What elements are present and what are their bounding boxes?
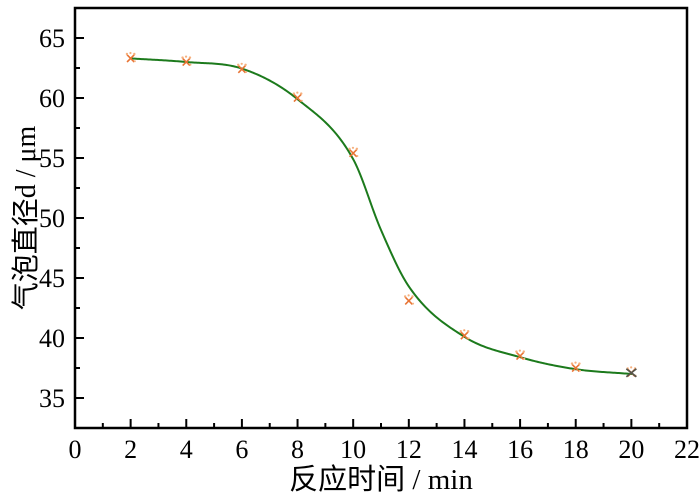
marker-dot (459, 330, 462, 333)
y-tick-label: 55 (39, 144, 65, 173)
marker-dot (355, 147, 359, 150)
data-point-marker (292, 91, 303, 103)
x-tick-label: 12 (396, 435, 422, 464)
marker-dot (411, 295, 414, 298)
marker-dot (188, 56, 192, 59)
marker-x-stroke (515, 351, 525, 361)
marker-dot (466, 330, 470, 333)
marker-dot (245, 71, 248, 73)
end-marker (625, 368, 637, 378)
x-tick-label: 0 (69, 435, 82, 464)
marker-dot (244, 63, 247, 66)
marker-dot (351, 146, 355, 149)
marker-dot (356, 155, 359, 157)
x-tick-label: 4 (180, 435, 193, 464)
y-tick-label: 35 (39, 384, 65, 413)
data-point-marker (570, 361, 581, 373)
marker-dot (630, 366, 633, 369)
x-tick-label: 14 (451, 435, 477, 464)
marker-dot (292, 92, 296, 95)
y-tick-label: 50 (39, 204, 65, 233)
marker-dot (348, 147, 351, 150)
marker-dot (129, 51, 132, 55)
marker-dot (578, 369, 581, 372)
marker-dot (574, 361, 577, 364)
marker-dot (578, 362, 581, 365)
tick-labels: 0 2 4 6 8 10 12 14 16 18 20 22 35 40 45 50 55 60 65 (39, 24, 700, 464)
marker-x-stroke (182, 57, 191, 67)
data-point-marker (181, 55, 192, 67)
marker-x-stroke (571, 363, 580, 373)
marker-dot (133, 60, 136, 63)
x-tick-label: 22 (674, 435, 700, 464)
x-tick-label: 8 (291, 435, 304, 464)
marker-dot (407, 294, 410, 297)
marker-dot (181, 56, 184, 59)
marker-x-stroke (293, 93, 302, 103)
data-point-marker (348, 146, 359, 158)
x-tick-label: 16 (507, 435, 533, 464)
x-tick-label: 6 (235, 435, 248, 464)
marker-dot (133, 52, 136, 56)
fitted-curve (129, 57, 633, 375)
data-point-marker (237, 62, 248, 74)
marker-dot (240, 62, 243, 65)
y-tick-label: 45 (39, 264, 65, 293)
marker-x-stroke (237, 65, 247, 74)
data-point-marker (125, 51, 136, 63)
axis-ticks (74, 37, 688, 428)
y-tick-label: 40 (39, 324, 65, 353)
end-marker-x-stroke (625, 368, 637, 378)
marker-dot (300, 99, 303, 102)
x-tick-label: 2 (124, 435, 137, 464)
marker-x-stroke (404, 296, 413, 305)
marker-dot (300, 92, 303, 95)
marker-dot (463, 329, 466, 332)
marker-dot (412, 302, 415, 305)
marker-dot (570, 362, 574, 365)
marker-dot (189, 63, 192, 66)
data-point-marker (403, 294, 415, 305)
marker-dot (237, 63, 240, 66)
marker-dot (515, 350, 518, 353)
data-point-marker (459, 329, 470, 340)
marker-dot (467, 337, 470, 340)
plot-frame (73, 6, 689, 430)
y-tick-label: 65 (39, 24, 65, 53)
marker-dot (125, 52, 129, 56)
y-tick-label: 60 (39, 84, 65, 113)
data-point-marker (515, 349, 526, 361)
x-tick-label: 10 (340, 435, 366, 464)
x-tick-label: 18 (563, 435, 589, 464)
marker-dot (296, 91, 299, 94)
marker-dot (403, 295, 407, 298)
marker-x-stroke (126, 54, 135, 63)
marker-dot (184, 55, 188, 58)
y-axis-title: 气泡直径d / μm (11, 125, 42, 311)
x-tick-label: 20 (618, 435, 644, 464)
x-axis-title: 反应时间 / min (289, 464, 473, 494)
marker-x-stroke (349, 149, 358, 158)
marker-dot (518, 349, 521, 352)
data-markers (125, 51, 637, 377)
marker-dot (523, 357, 526, 360)
marker-dot (522, 350, 525, 353)
marker-x-stroke (460, 331, 469, 340)
